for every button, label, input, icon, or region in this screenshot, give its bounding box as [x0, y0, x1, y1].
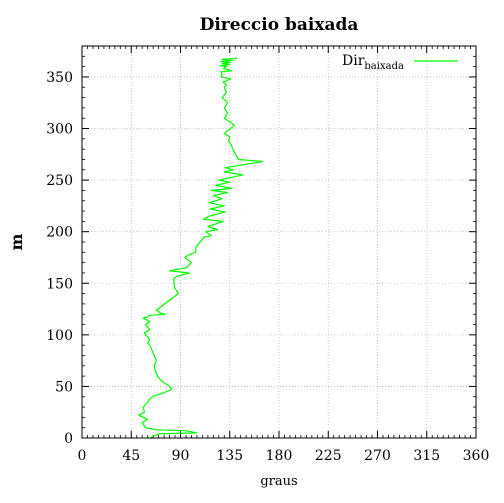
y-tick-label: 100	[46, 328, 73, 344]
x-tick-label: 315	[413, 448, 440, 464]
legend-label: Dirbaixada	[342, 53, 404, 72]
chart-title: Direccio baixada	[200, 15, 359, 35]
x-tick-label: 180	[266, 448, 293, 464]
legend: Dirbaixada	[342, 53, 458, 72]
series-group	[138, 57, 264, 439]
y-tick-label: 300	[46, 122, 73, 138]
series-line-dir-baixada	[138, 57, 264, 439]
y-tick-label: 350	[46, 70, 73, 86]
y-axis-label: m	[7, 233, 26, 250]
x-tick-label: 90	[172, 448, 190, 464]
x-tick-label: 45	[122, 448, 140, 464]
x-tick-label: 270	[364, 448, 391, 464]
y-tick-label: 0	[64, 431, 73, 447]
legend-label-subscript: baixada	[364, 61, 404, 72]
y-tick-label: 150	[46, 276, 73, 292]
x-tick-label: 135	[216, 448, 243, 464]
x-tick-label: 0	[78, 448, 87, 464]
y-tick-label: 50	[55, 379, 73, 395]
x-tick-label: 360	[463, 448, 490, 464]
y-tick-label: 200	[46, 225, 73, 241]
legend-label-main: Dir	[342, 53, 365, 69]
x-axis-label: graus	[260, 474, 297, 489]
plot-frame	[81, 45, 477, 439]
tick-labels: 0 45 90 135 180 225 270 315 360 0 50 100 150 200 250 30…	[46, 70, 489, 464]
y-tick-label: 250	[46, 173, 73, 189]
grid-lines	[82, 46, 476, 438]
x-tick-label: 225	[315, 448, 342, 464]
